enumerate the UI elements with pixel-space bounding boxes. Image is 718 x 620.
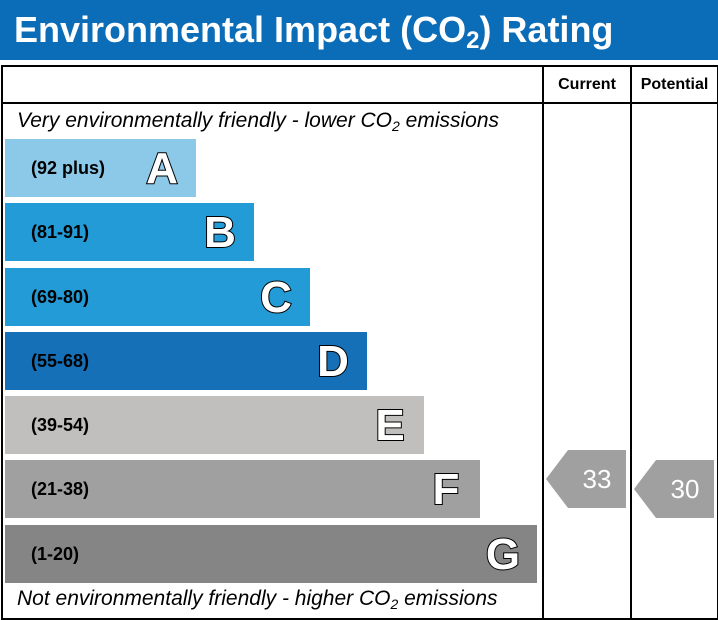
band-range: (69-80) xyxy=(31,287,90,307)
potential-rating-arrow: 30 xyxy=(634,460,714,518)
band-range: (39-54) xyxy=(31,415,90,435)
band-letter: F xyxy=(432,464,461,515)
band-letter-glyph: F xyxy=(433,465,460,514)
band-e: (39-54) E xyxy=(5,396,424,454)
potential-rating-value: 30 xyxy=(670,474,700,504)
band-letter-glyph: A xyxy=(146,144,178,193)
current-rating-arrow: 33 xyxy=(546,450,626,508)
band-letter-glyph: E xyxy=(375,401,404,450)
band-range: (55-68) xyxy=(31,351,90,371)
band-range: (21-38) xyxy=(31,479,90,499)
band-letter: G xyxy=(485,529,521,580)
bottom-note-subscript: 2 xyxy=(390,596,399,612)
band-letter-glyph: B xyxy=(204,208,236,257)
current-column-header: Current xyxy=(558,76,616,93)
band-letter: D xyxy=(316,336,350,387)
band-d: (55-68) D xyxy=(5,332,367,390)
bottom-note: Not environmentally friendly - higher CO… xyxy=(17,586,498,612)
current-column-divider xyxy=(542,67,544,618)
band-letter: C xyxy=(259,272,293,323)
current-arrow-shape xyxy=(546,450,626,508)
band-range: (92 plus) xyxy=(31,158,106,178)
title-text: Environmental Impact (CO xyxy=(14,9,467,50)
title-text-end: ) Rating xyxy=(479,9,614,50)
top-note: Very environmentally friendly - lower CO… xyxy=(17,108,499,134)
potential-column-header: Potential xyxy=(640,76,709,93)
band-letter-glyph: G xyxy=(486,530,520,579)
band-range: (1-20) xyxy=(31,544,80,564)
band-c: (69-80) C xyxy=(5,268,310,326)
page-title: Environmental Impact (CO2) Rating xyxy=(14,9,614,54)
header-divider xyxy=(3,102,717,104)
bottom-note-text-end: emissions xyxy=(398,587,498,610)
rating-table: Current Potential Very environmentally f… xyxy=(1,65,718,620)
band-letter-glyph: C xyxy=(260,273,292,322)
top-note-text: Very environmentally friendly - lower CO xyxy=(17,109,393,132)
band-f: (21-38) F xyxy=(5,460,480,518)
top-note-text-end: emissions xyxy=(399,109,500,132)
title-subscript: 2 xyxy=(466,27,480,54)
band-range: (81-91) xyxy=(31,222,90,242)
potential-arrow-polygon xyxy=(634,460,714,518)
band-g: (1-20) G xyxy=(5,525,537,583)
title-bar: Environmental Impact (CO2) Rating xyxy=(0,0,718,60)
band-letter: E xyxy=(374,400,405,451)
band-a: (92 plus) A xyxy=(5,139,196,197)
potential-column-divider xyxy=(630,67,632,618)
potential-arrow-shape xyxy=(634,460,714,518)
current-arrow-polygon xyxy=(546,450,626,508)
band-letter-glyph: D xyxy=(317,337,349,386)
band-letter: A xyxy=(145,143,179,194)
band-b: (81-91) B xyxy=(5,203,254,261)
band-letter: B xyxy=(203,207,237,258)
bottom-note-text: Not environmentally friendly - higher CO xyxy=(17,587,391,610)
current-rating-value: 33 xyxy=(582,464,612,494)
top-note-subscript: 2 xyxy=(392,118,400,134)
